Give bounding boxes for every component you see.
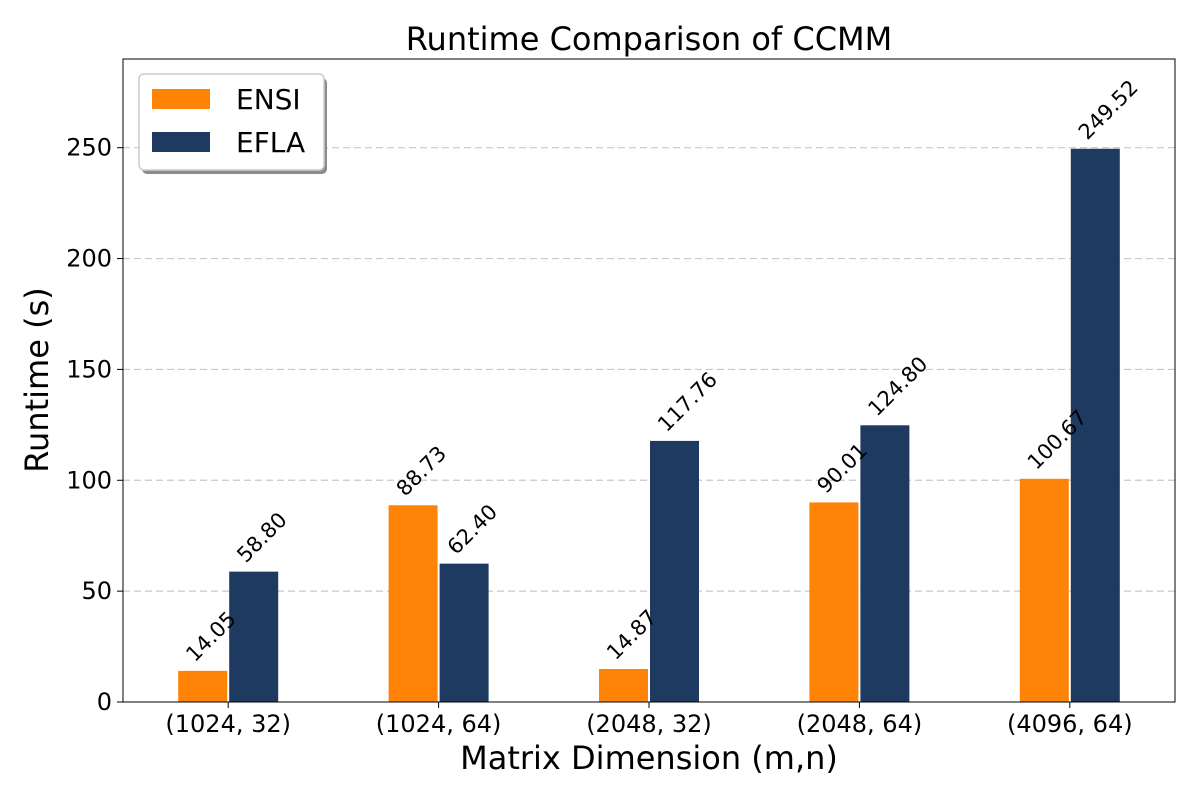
legend-label-ensi: ENSI: [236, 83, 301, 116]
chart-root: Runtime Comparison of CCMM 14.05 58.80 88.…: [0, 0, 1200, 800]
legend-swatch-efla: [152, 132, 210, 152]
bar-ensi-2: [599, 669, 648, 702]
value-label-efla-0: 58.80: [232, 508, 291, 567]
bar-ensi-1: [389, 505, 438, 702]
y-tick-label: 50: [81, 577, 112, 605]
x-tick-label: (2048, 32): [586, 710, 712, 738]
bar-efla-3: [860, 425, 909, 702]
legend: ENSI EFLA: [139, 74, 327, 174]
x-axis-title: Matrix Dimension (m,n): [460, 739, 838, 777]
x-tick-label: (2048, 64): [797, 710, 923, 738]
y-tick-label: 150: [66, 355, 112, 383]
value-label-efla-1: 62.40: [443, 500, 502, 559]
bar-ensi-3: [809, 502, 858, 702]
y-axis-ticks: 0 50 100 150 200 250: [66, 134, 123, 716]
x-tick-label: (1024, 64): [376, 710, 502, 738]
bar-ensi-4: [1020, 479, 1069, 702]
y-axis-title: Runtime (s): [18, 287, 56, 472]
x-axis-ticks: (1024, 32) (1024, 64) (2048, 32) (2048, 64)…: [165, 702, 1132, 738]
bar-efla-1: [440, 564, 489, 702]
y-tick-label: 100: [66, 466, 112, 494]
y-tick-label: 0: [97, 688, 112, 716]
bar-efla-0: [229, 572, 278, 702]
value-label-ensi-1: 88.73: [392, 441, 451, 500]
bar-efla-2: [650, 441, 699, 702]
y-tick-label: 200: [66, 245, 112, 273]
legend-label-efla: EFLA: [236, 126, 305, 159]
bar-chart: Runtime Comparison of CCMM 14.0558.8088.…: [0, 0, 1200, 800]
y-tick-label: 250: [66, 134, 112, 162]
x-tick-label: (4096, 64): [1007, 710, 1133, 738]
value-label-efla-3: 124.80: [863, 352, 932, 421]
bar-ensi-0: [178, 671, 227, 702]
chart-title: Runtime Comparison of CCMM: [406, 20, 893, 58]
legend-swatch-ensi: [152, 89, 210, 109]
value-label-efla-4: 249.52: [1074, 75, 1143, 144]
x-tick-label: (1024, 32): [165, 710, 291, 738]
value-label-efla-2: 117.76: [653, 368, 722, 437]
